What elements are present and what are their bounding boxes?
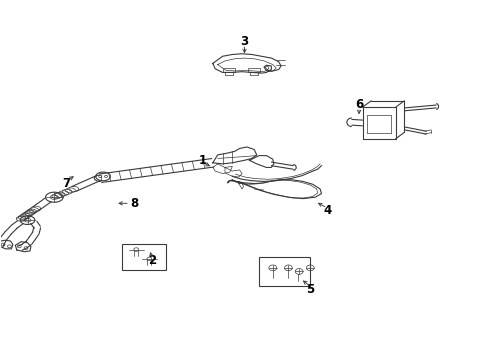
FancyBboxPatch shape <box>259 257 310 286</box>
Text: 7: 7 <box>62 177 70 190</box>
Text: 6: 6 <box>354 98 363 111</box>
Text: 2: 2 <box>147 254 156 267</box>
Text: 4: 4 <box>323 204 331 217</box>
Text: 1: 1 <box>199 154 207 167</box>
Text: 8: 8 <box>130 197 139 210</box>
FancyBboxPatch shape <box>122 244 165 270</box>
Text: 3: 3 <box>240 35 248 49</box>
Text: 5: 5 <box>305 283 314 296</box>
